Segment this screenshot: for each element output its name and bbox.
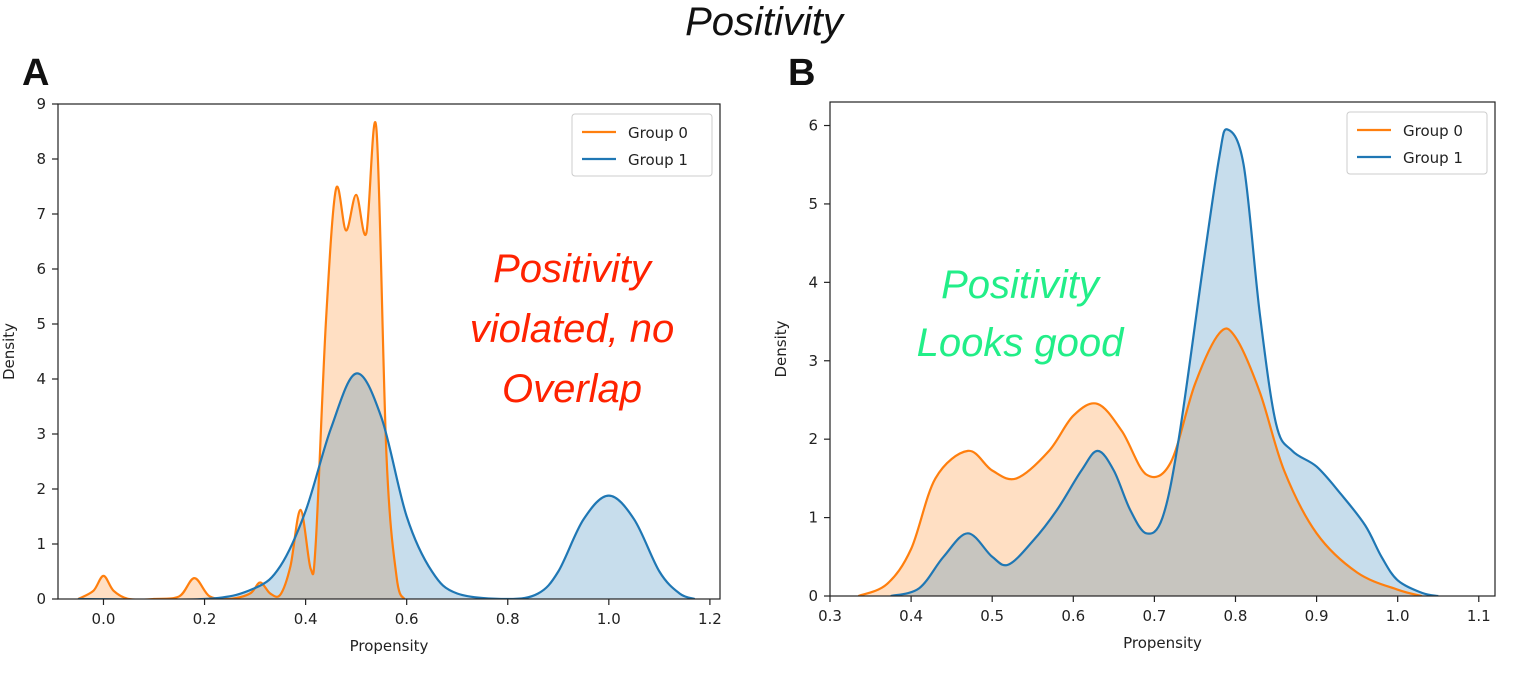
y-tick-label: 0 — [808, 587, 818, 605]
y-tick-label: 4 — [808, 273, 818, 291]
x-tick-label: 0.2 — [193, 610, 217, 628]
series-area-group-0 — [858, 328, 1422, 596]
y-tick-label: 1 — [808, 509, 818, 527]
y-tick-label: 5 — [36, 315, 46, 333]
plot-frame — [829, 101, 1496, 597]
page-title: Positivity — [685, 0, 843, 44]
y-tick-label: 7 — [36, 205, 46, 223]
series-line-group-0 — [77, 121, 406, 599]
y-tick-label: 2 — [808, 430, 818, 448]
legend-entry: Group 0 — [1403, 122, 1463, 140]
y-tick-label: 6 — [36, 260, 46, 278]
y-tick-label: 1 — [36, 535, 46, 553]
x-tick-label: 0.6 — [395, 610, 419, 628]
y-tick-label: 8 — [36, 150, 46, 168]
y-tick-label: 6 — [808, 117, 818, 135]
x-tick-label: 0.8 — [1224, 607, 1248, 625]
series-area-group-0 — [78, 122, 405, 599]
x-tick-label: 0.5 — [980, 607, 1004, 625]
y-tick-label: 0 — [36, 590, 46, 608]
x-tick-label: 0.0 — [92, 610, 116, 628]
x-tick-label: 1.2 — [698, 610, 722, 628]
legend-entry: Group 1 — [1403, 149, 1463, 167]
legend-entry: Group 0 — [628, 124, 688, 142]
y-axis-label: Density — [0, 323, 18, 380]
x-tick-label: 1.0 — [1386, 607, 1410, 625]
y-tick-label: 2 — [36, 480, 46, 498]
series-area-group-1 — [890, 129, 1439, 596]
x-tick-label: 0.6 — [1061, 607, 1085, 625]
chart-b: 0.3 0.4 0.5 0.6 0.7 0.8 0.9 1.0 1.1 0 1 2 3 4 5 6 Propen… — [772, 101, 1496, 652]
series-line-group-1 — [78, 372, 696, 599]
annotation-line: Positivity — [493, 247, 654, 291]
x-tick-label: 0.9 — [1305, 607, 1329, 625]
annotation-line: Looks good — [917, 321, 1126, 365]
x-tick-label: 1.0 — [597, 610, 621, 628]
x-tick-label: 0.3 — [818, 607, 842, 625]
series-area-group-1 — [78, 373, 695, 599]
x-tick-label: 0.7 — [1142, 607, 1166, 625]
x-axis-label: Propensity — [1123, 634, 1202, 652]
y-axis-label: Density — [772, 320, 790, 377]
x-tick-label: 0.4 — [294, 610, 318, 628]
x-tick-label: 1.1 — [1467, 607, 1491, 625]
annotation-line: Positivity — [941, 263, 1102, 307]
y-tick-label: 5 — [808, 195, 818, 213]
x-tick-label: 0.8 — [496, 610, 520, 628]
plot-frame — [57, 103, 721, 600]
y-tick-label: 3 — [808, 352, 818, 370]
panel-label-b: B — [788, 52, 816, 94]
series-line-group-1 — [890, 128, 1439, 596]
y-tick-label: 9 — [36, 95, 46, 113]
chart-a: 0.0 0.2 0.4 0.6 0.8 1.0 1.2 0 1 2 3 4 5 6 7 8 9 Propensit… — [0, 95, 722, 655]
legend-entry: Group 1 — [628, 151, 688, 169]
x-axis-label: Propensity — [350, 637, 429, 655]
legend-box — [571, 113, 713, 177]
annotation-line: violated, no — [470, 307, 675, 351]
y-tick-label: 4 — [36, 370, 46, 388]
annotation-line: Overlap — [502, 367, 642, 411]
y-tick-label: 3 — [36, 425, 46, 443]
series-line-group-0 — [857, 327, 1423, 596]
x-tick-label: 0.4 — [899, 607, 923, 625]
legend-box — [1346, 111, 1488, 175]
panel-label-a: A — [22, 52, 50, 94]
